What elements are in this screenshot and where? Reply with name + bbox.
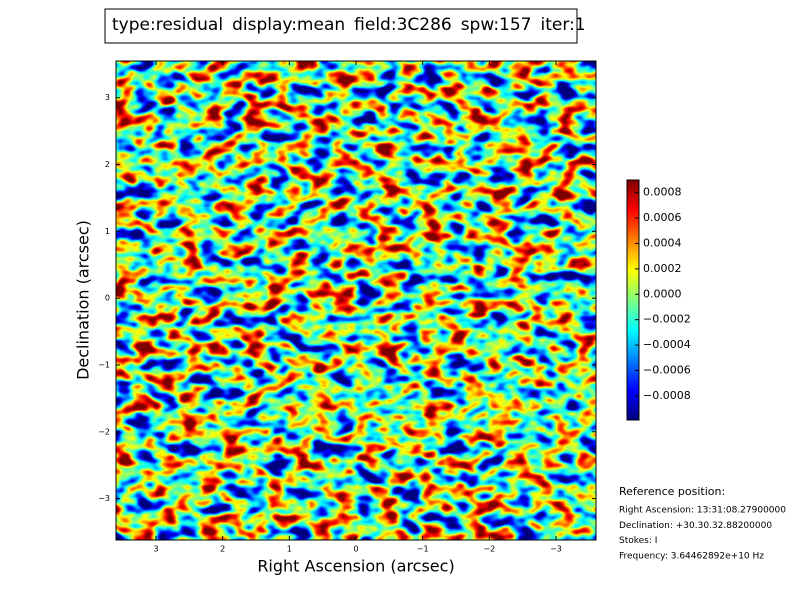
- title-box: [104, 8, 578, 44]
- colorbar-tick-label: 0.0002: [643, 262, 682, 275]
- y-tick-label: 1: [105, 227, 110, 236]
- reference-line: Right Ascension: 13:31:08.27900000: [619, 506, 786, 516]
- title-part: spw:157: [461, 15, 532, 35]
- colorbar-tick-label: −0.0008: [643, 389, 691, 402]
- colorbar-tick-label: −0.0002: [643, 313, 691, 326]
- y-tick-label: 3: [105, 93, 110, 102]
- y-tick-label: −3: [98, 494, 110, 503]
- colorbar-tick-label: −0.0006: [643, 363, 691, 376]
- reference-line: Frequency: 3.64462892e+10 Hz: [619, 551, 764, 561]
- title-part: type:residual: [112, 15, 223, 35]
- colorbar-tick-label: 0.0008: [643, 186, 682, 199]
- x-tick-label: −1: [417, 545, 429, 554]
- y-tick-label: 0: [105, 294, 110, 303]
- y-tick-label: −1: [98, 360, 110, 369]
- y-axis-label: Declination (arcsec): [74, 220, 93, 380]
- y-tick-label: −2: [98, 427, 110, 436]
- x-tick-label: 0: [353, 545, 358, 554]
- x-axis-label: Right Ascension (arcsec): [257, 557, 454, 576]
- title-part: display:mean: [232, 15, 345, 35]
- x-tick-label: −2: [483, 545, 495, 554]
- reference-line: Stokes: I: [619, 536, 657, 546]
- colorbar: [626, 179, 640, 421]
- x-tick-label: 3: [153, 545, 158, 554]
- reference-heading: Reference position:: [619, 485, 725, 498]
- reference-line: Declination: +30.30.32.88200000: [619, 521, 772, 531]
- colorbar-tick-label: 0.0000: [643, 287, 682, 300]
- title-part: field:3C286: [354, 15, 452, 35]
- x-tick-label: 2: [220, 545, 225, 554]
- colorbar-tick-label: 0.0004: [643, 236, 682, 249]
- residual-image: [116, 61, 596, 540]
- y-tick-label: 2: [105, 160, 110, 169]
- x-tick-label: −3: [550, 545, 562, 554]
- x-tick-label: 1: [287, 545, 292, 554]
- colorbar-tick-label: −0.0004: [643, 338, 691, 351]
- colorbar-tick-label: 0.0006: [643, 211, 682, 224]
- title-part: iter:1: [541, 15, 586, 35]
